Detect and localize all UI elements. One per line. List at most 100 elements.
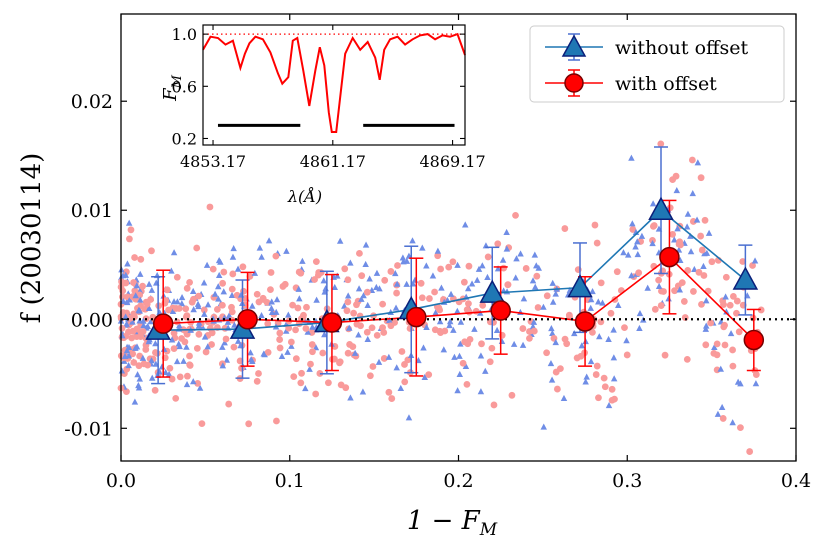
background-point-circle [126,235,133,243]
background-point-circle [218,301,226,309]
background-point-circle [297,269,305,277]
background-point-circle [294,304,302,312]
background-point-triangle [282,327,290,334]
background-point-circle [147,296,155,303]
background-point-triangle [711,343,718,351]
background-point-circle [166,364,174,372]
background-point-triangle [540,303,547,310]
background-point-circle [181,338,189,346]
background-point-circle [144,361,152,369]
background-point-triangle [133,282,141,289]
background-point-circle [404,356,412,364]
background-point-triangle [168,336,176,343]
background-point-circle [676,238,684,246]
marker-without-offset [567,274,593,298]
marker-with-offset [152,313,174,334]
background-point-triangle [482,367,489,374]
background-point-circle [182,305,190,313]
background-point-circle [393,289,400,297]
background-point-circle [710,349,718,357]
background-point-triangle [195,319,203,326]
background-point-triangle [125,352,133,359]
background-point-circle [669,230,677,238]
background-point-triangle [215,271,223,278]
legend-triangle-marker [561,34,587,57]
background-point-circle [504,281,512,289]
background-point-circle [465,262,473,270]
background-point-circle [552,368,560,376]
background-point-circle [311,276,318,283]
background-point-triangle [503,245,511,252]
background-point-triangle [403,280,410,287]
background-point-triangle [393,364,400,371]
background-point-triangle [148,357,155,364]
background-point-circle [418,294,426,302]
background-point-triangle [362,260,369,267]
background-point-circle [119,293,126,301]
background-point-circle [698,300,705,308]
background-point-circle [343,307,351,315]
background-point-triangle [189,287,197,295]
marker-with-offset [743,329,765,351]
background-point-triangle [694,159,702,166]
background-point-circle [436,306,444,314]
background-point-circle [593,362,601,370]
background-point-triangle [397,384,405,392]
background-point-triangle [386,316,393,324]
background-point-triangle [702,322,710,329]
background-point-circle [170,345,178,352]
background-point-circle [707,319,715,327]
background-point-circle [478,340,485,348]
background-point-circle [188,298,196,306]
background-point-circle [173,273,181,281]
background-point-triangle [302,384,309,392]
background-point-circle [650,222,658,229]
background-point-circle [589,328,596,336]
background-point-circle [276,336,284,343]
background-point-circle [479,301,487,309]
background-point-circle [363,288,371,296]
background-point-triangle [405,414,413,421]
background-point-circle [193,344,201,352]
background-point-circle [735,328,743,336]
background-point-circle [387,322,395,330]
background-point-circle [264,320,272,328]
background-point-triangle [494,265,502,272]
background-point-circle [733,309,740,317]
background-point-circle [431,326,439,334]
background-point-circle [292,355,300,363]
background-point-circle [460,278,468,286]
background-point-circle [353,320,361,328]
background-point-circle [292,326,299,334]
background-point-circle [130,359,138,366]
background-point-circle [184,372,191,380]
background-point-circle [118,324,126,332]
background-point-triangle [723,308,730,315]
background-point-triangle [355,285,363,292]
background-point-circle [366,372,374,380]
marker-without-offset [479,279,506,303]
background-point-circle [713,340,721,348]
background-point-triangle [587,358,595,365]
background-point-circle [657,140,665,148]
background-point-triangle [118,367,126,374]
background-point-circle [729,292,737,300]
background-point-circle [202,348,210,356]
background-point-circle [465,300,472,308]
background-point-circle [461,338,469,346]
background-point-circle [168,375,176,383]
background-point-triangle [376,285,383,292]
background-point-circle [387,268,395,275]
background-point-triangle [734,378,742,385]
background-point-triangle [122,313,129,320]
background-point-circle [228,308,236,316]
background-point-circle [239,263,247,271]
background-point-circle [276,344,284,352]
inset-y-axis-ticks: 0.2 0.6 1.0 [172,25,465,148]
background-point-triangle [309,323,316,330]
background-point-triangle [132,292,139,299]
background-point-circle [700,272,708,279]
background-point-circle [757,306,765,314]
background-point-triangle [203,261,211,268]
background-point-triangle [190,306,197,313]
